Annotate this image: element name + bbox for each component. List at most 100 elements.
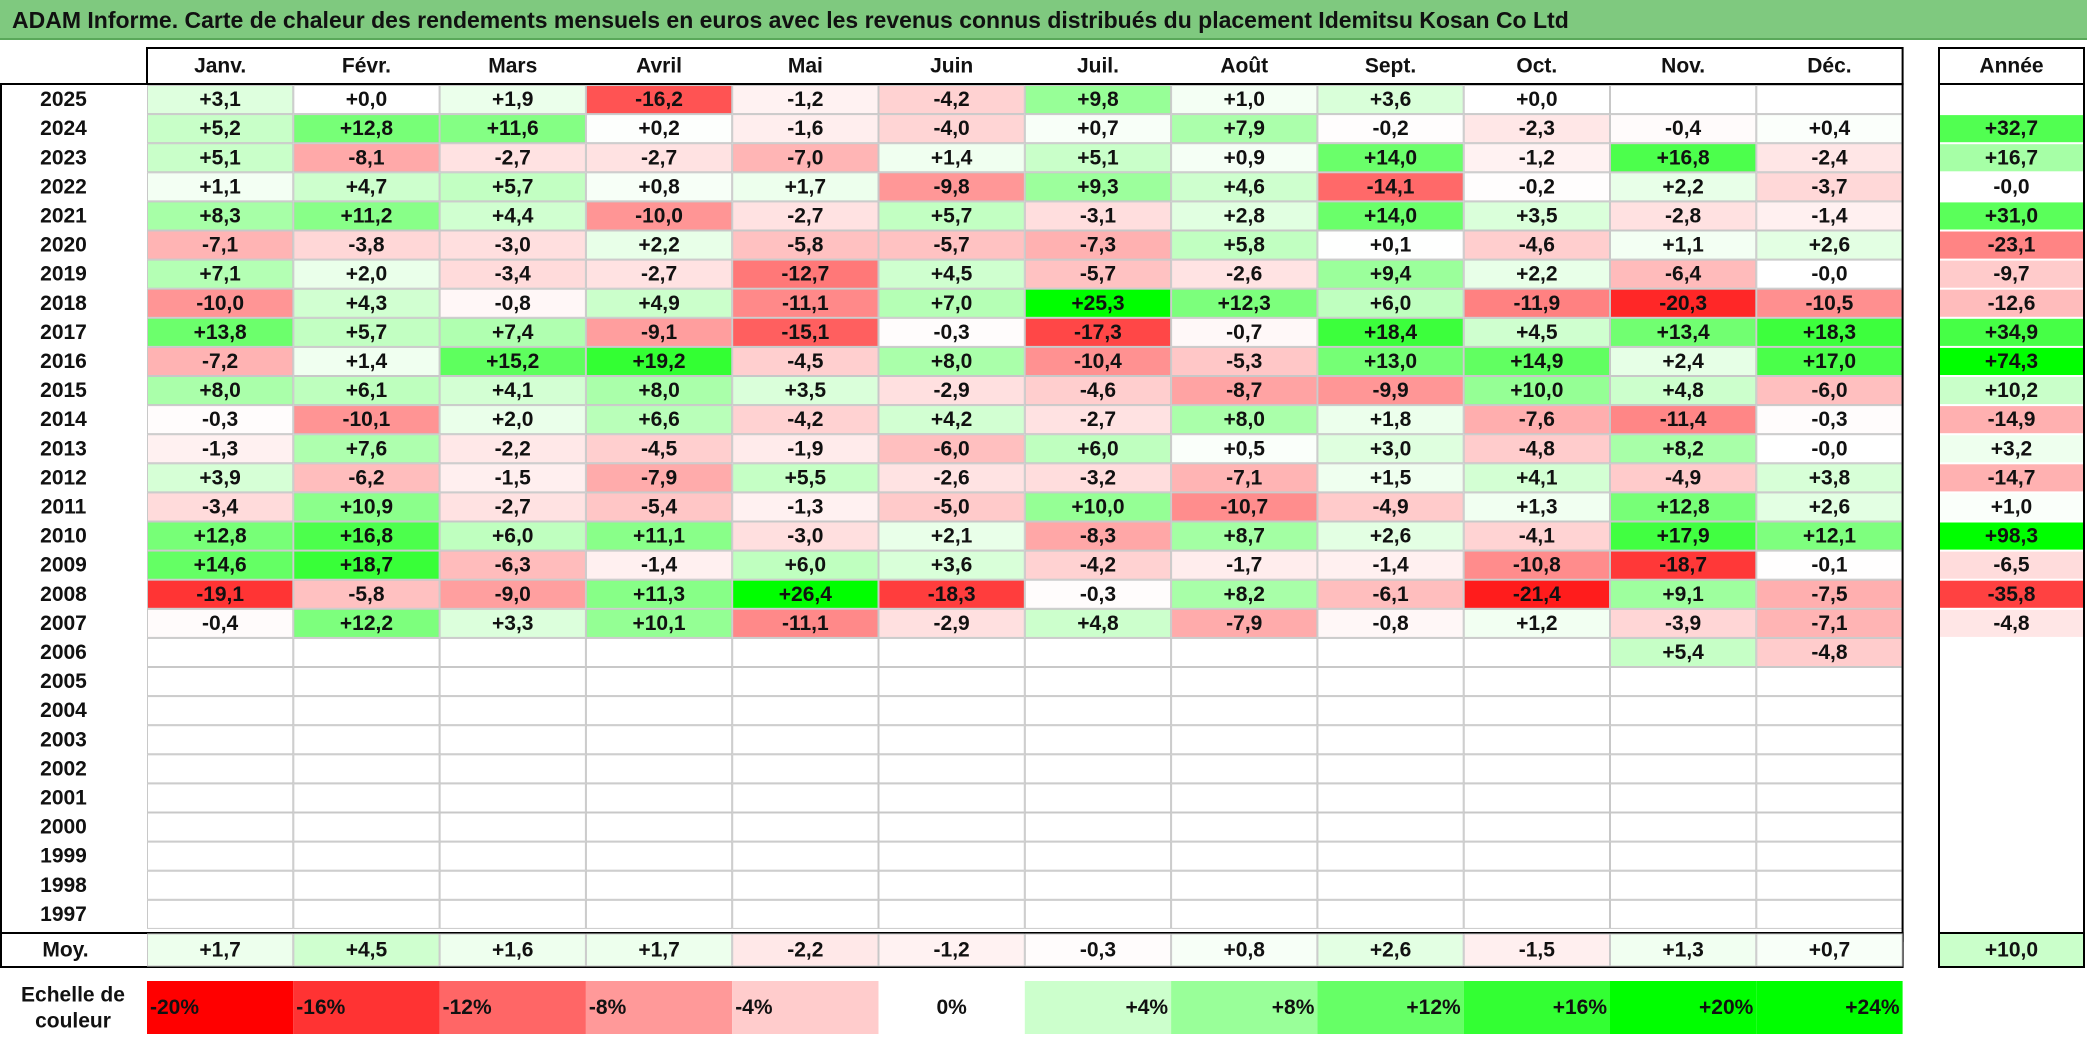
- heat-cell: [585, 783, 733, 813]
- cell-value: +5,1: [199, 146, 241, 169]
- annual-value: +1,0: [1991, 495, 2032, 518]
- year-label-2019: 2019: [40, 263, 87, 286]
- cell-value: -7,3: [1080, 234, 1116, 257]
- heat-cell: [732, 346, 879, 376]
- cell-value: +7,1: [199, 263, 241, 286]
- cell-value: +4,1: [492, 379, 534, 402]
- heat-cell: [1610, 434, 1757, 464]
- heat-cell: [878, 346, 1025, 376]
- cell-value: -4,1: [1519, 525, 1556, 548]
- heat-cell: [878, 870, 1025, 900]
- heat-cell: [1610, 492, 1757, 522]
- cell-value: +7,0: [931, 292, 972, 315]
- month-header-11: Nov.: [1661, 55, 1705, 78]
- annual-value: -14,7: [1988, 466, 2036, 489]
- cell-value: -7,0: [787, 146, 823, 169]
- cell-value: -15,1: [781, 321, 829, 344]
- heat-cell: [732, 841, 879, 871]
- heat-cell: [1610, 725, 1757, 755]
- cell-value: -1,6: [787, 117, 823, 140]
- heat-cell: [293, 288, 440, 318]
- cell-value: +2,0: [492, 408, 533, 431]
- heat-cell: [1317, 725, 1464, 755]
- heat-cell: [1756, 783, 1903, 813]
- heat-cell: [1317, 521, 1464, 551]
- heat-cell: [293, 230, 440, 260]
- cell-value: +8,2: [1662, 437, 1703, 460]
- heat-cell: [1024, 201, 1172, 231]
- heat-cell: [439, 201, 586, 231]
- cell-value: -6,3: [495, 554, 531, 577]
- year-label-2011: 2011: [41, 495, 87, 518]
- cell-value: +8,0: [1224, 408, 1265, 431]
- heat-cell: [1610, 783, 1757, 813]
- heat-cell: [147, 143, 294, 173]
- heat-cell: [585, 288, 733, 318]
- cell-value: -0,3: [1080, 583, 1116, 606]
- scale-label: +16%: [1553, 996, 1608, 1019]
- year-label-2006: 2006: [40, 641, 87, 664]
- heat-cell: [439, 637, 586, 668]
- scale-swatch: [1024, 981, 1172, 1034]
- heat-cell: [878, 230, 1025, 260]
- average-value: +0,7: [1809, 939, 1850, 962]
- heat-cell: [1317, 201, 1464, 231]
- heat-cell: [1317, 667, 1464, 697]
- cell-value: -3,2: [1080, 466, 1116, 489]
- annual-value: -35,8: [1988, 583, 2036, 606]
- heat-cell: [732, 172, 879, 202]
- heat-cell: [147, 696, 294, 726]
- heat-cell: [732, 317, 879, 347]
- heat-cell: [439, 667, 586, 697]
- scale-label: +24%: [1845, 996, 1900, 1019]
- heat-cell: [732, 579, 879, 609]
- cell-value: +4,8: [1077, 612, 1119, 635]
- cell-value: -2,3: [1519, 117, 1555, 140]
- cell-value: -11,9: [1513, 292, 1560, 315]
- heat-cell: [439, 172, 586, 202]
- heat-cell: [439, 608, 586, 638]
- heat-cell: [1756, 405, 1903, 435]
- heat-cell: [585, 521, 733, 551]
- cell-value: -19,1: [196, 583, 244, 606]
- cell-value: +9,8: [1077, 88, 1119, 111]
- average-cell: [732, 933, 879, 967]
- cell-value: +6,6: [638, 408, 679, 431]
- heat-cell: [147, 579, 294, 609]
- heat-cell: [439, 841, 586, 871]
- year-label-2012: 2012: [40, 466, 87, 489]
- heat-cell: [585, 143, 733, 173]
- heat-cell: [1171, 841, 1318, 871]
- cell-value: +3,0: [1370, 437, 1411, 460]
- heat-cell: [585, 579, 733, 609]
- heat-cell: [1756, 463, 1903, 493]
- heat-cell: [439, 783, 586, 813]
- month-header-5: Mai: [788, 55, 823, 78]
- heat-cell: [293, 201, 440, 231]
- heat-cell: [1610, 637, 1757, 668]
- heat-cell: [1171, 521, 1318, 551]
- heat-cell: [1024, 783, 1172, 813]
- heat-cell: [1610, 579, 1757, 609]
- cell-value: +17,9: [1657, 525, 1710, 548]
- heat-cell: [439, 346, 586, 376]
- heat-cell: [878, 841, 1025, 871]
- cell-value: +3,8: [1809, 466, 1851, 489]
- heat-cell: [1610, 405, 1757, 435]
- cell-value: -5,3: [1226, 350, 1262, 373]
- cell-value: +16,8: [340, 525, 393, 548]
- cell-value: -1,2: [1519, 146, 1555, 169]
- title-bar: ADAM Informe. Carte de chaleur des rende…: [0, 0, 2087, 40]
- heat-cell: [1610, 114, 1757, 144]
- heat-cell: [147, 114, 294, 144]
- cell-value: +3,3: [492, 612, 533, 635]
- heat-cell: [585, 492, 733, 522]
- year-label-2020: 2020: [40, 234, 87, 257]
- cell-value: +11,2: [340, 204, 392, 227]
- scale-label-line2: couleur: [35, 1010, 111, 1033]
- scale-label: +20%: [1699, 996, 1754, 1019]
- cell-value: -4,0: [934, 117, 970, 140]
- heat-cell: [1756, 114, 1903, 144]
- cell-value: -4,9: [1665, 466, 1701, 489]
- cell-value: +9,1: [1662, 583, 1704, 606]
